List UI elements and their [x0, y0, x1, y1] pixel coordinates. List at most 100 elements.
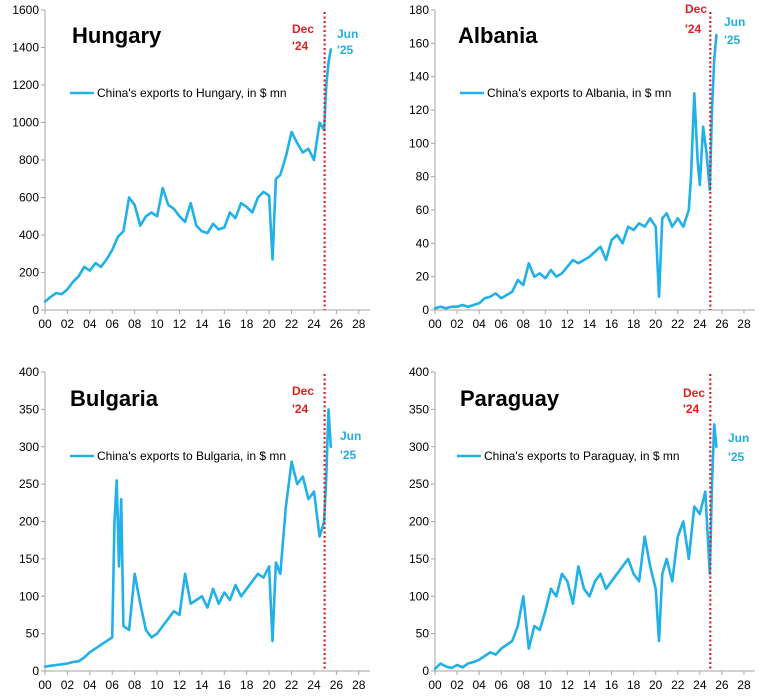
x-tick-label: 26: [715, 317, 729, 331]
x-tick-label: 00: [38, 317, 52, 331]
chart-title: Hungary: [72, 23, 162, 48]
legend-label: China's exports to Hungary, in $ mn: [97, 86, 287, 100]
x-tick-label: 00: [428, 317, 442, 331]
x-tick-label: 02: [450, 678, 464, 692]
y-tick-label: 60: [416, 203, 430, 217]
x-tick-label: 10: [539, 678, 553, 692]
y-tick-label: 100: [409, 589, 429, 603]
y-tick-label: 600: [19, 191, 39, 205]
y-tick-label: 800: [19, 153, 39, 167]
x-tick-label: 18: [627, 678, 641, 692]
x-tick-label: 20: [262, 678, 276, 692]
x-tick-label: 02: [61, 678, 75, 692]
legend-label: China's exports to Paraguay, in $ mn: [484, 449, 680, 463]
series-line: [433, 33, 718, 310]
y-tick-label: 150: [409, 552, 429, 566]
x-tick-label: 04: [83, 317, 97, 331]
x-tick-label: 00: [38, 678, 52, 692]
y-tick-label: 200: [19, 266, 39, 280]
series-line: [43, 408, 333, 668]
y-tick-label: 0: [422, 303, 429, 317]
x-tick-label: 20: [649, 678, 663, 692]
y-tick-label: 100: [19, 589, 39, 603]
marker-label-bottom: '24: [685, 22, 702, 36]
y-tick-label: 1200: [12, 78, 39, 92]
end-label-top: Jun: [724, 15, 745, 29]
x-tick-label: 00: [428, 678, 442, 692]
y-tick-label: 180: [409, 3, 429, 17]
y-tick-label: 1000: [12, 116, 39, 130]
y-tick-label: 140: [409, 70, 429, 84]
x-tick-label: 04: [472, 678, 486, 692]
x-tick-label: 08: [128, 317, 142, 331]
x-tick-label: 20: [649, 317, 663, 331]
x-tick-label: 24: [307, 678, 321, 692]
end-label-top: Jun: [728, 431, 749, 445]
y-tick-label: 50: [416, 627, 430, 641]
chart-title: Albania: [458, 23, 538, 48]
x-tick-label: 18: [240, 678, 254, 692]
y-tick-label: 50: [26, 627, 40, 641]
y-tick-label: 300: [19, 440, 39, 454]
x-tick-label: 08: [517, 317, 531, 331]
x-tick-label: 20: [262, 317, 276, 331]
end-label-bottom: '25: [724, 33, 741, 47]
x-tick-label: 04: [472, 317, 486, 331]
y-tick-label: 250: [19, 477, 39, 491]
marker-label-bottom: '24: [683, 402, 700, 416]
y-tick-label: 400: [409, 365, 429, 379]
y-tick-label: 40: [416, 236, 430, 250]
x-tick-label: 02: [450, 317, 464, 331]
end-label-bottom: '25: [337, 43, 354, 57]
x-tick-label: 28: [352, 678, 366, 692]
x-tick-label: 28: [352, 317, 366, 331]
y-tick-label: 400: [19, 228, 39, 242]
marker-label-top: Dec: [292, 384, 314, 398]
x-tick-label: 10: [150, 678, 164, 692]
marker-label-bottom: '24: [292, 402, 309, 416]
x-tick-label: 10: [539, 317, 553, 331]
x-tick-label: 16: [218, 317, 232, 331]
end-label-top: Jun: [340, 429, 361, 443]
x-tick-label: 26: [715, 678, 729, 692]
x-tick-label: 12: [173, 317, 187, 331]
x-tick-label: 12: [561, 317, 575, 331]
marker-label-top: Dec: [685, 2, 707, 16]
y-tick-label: 200: [409, 515, 429, 529]
x-tick-label: 26: [330, 678, 344, 692]
y-tick-label: 120: [409, 103, 429, 117]
chart-albania: 0 20 40 60 80 100 120 140 160 180 00 02 04 06 08 10 12 14…: [409, 2, 755, 331]
x-tick-label: 24: [307, 317, 321, 331]
x-tick-label: 18: [627, 317, 641, 331]
x-tick-label: 16: [605, 317, 619, 331]
x-tick-label: 16: [218, 678, 232, 692]
x-tick-label: 10: [150, 317, 164, 331]
y-tick-label: 150: [19, 552, 39, 566]
x-tick-label: 22: [671, 678, 685, 692]
x-tick-label: 06: [106, 678, 120, 692]
series-line: [433, 422, 718, 671]
x-tick-label: 26: [330, 317, 344, 331]
x-tick-label: 28: [737, 678, 751, 692]
legend-label: China's exports to Albania, in $ mn: [487, 86, 671, 100]
chart-title: Bulgaria: [70, 386, 159, 411]
y-tick-label: 350: [19, 402, 39, 416]
x-tick-label: 18: [240, 317, 254, 331]
y-tick-label: 200: [19, 515, 39, 529]
x-tick-label: 06: [495, 678, 509, 692]
x-tick-label: 14: [195, 317, 209, 331]
y-tick-label: 250: [409, 477, 429, 491]
x-tick-label: 08: [128, 678, 142, 692]
chart-bulgaria: 0 50 100 150 200 250 300 350 400 00 02 04 06 08 10 12 14…: [19, 365, 370, 692]
chart-paraguay: 0 50 100 150 200 250 300 350 400 00 02 04 06 08 10 12 14…: [409, 365, 755, 692]
x-tick-label: 28: [737, 317, 751, 331]
x-tick-label: 22: [285, 678, 299, 692]
chart-hungary: 0 200 400 600 800 1000 1200 1400 1600 00 02 04 06 08 1…: [12, 3, 370, 331]
y-tick-label: 350: [409, 402, 429, 416]
x-tick-label: 14: [583, 317, 597, 331]
chart-title: Paraguay: [460, 386, 560, 411]
end-label-top: Jun: [337, 27, 358, 41]
y-tick-label: 160: [409, 36, 429, 50]
